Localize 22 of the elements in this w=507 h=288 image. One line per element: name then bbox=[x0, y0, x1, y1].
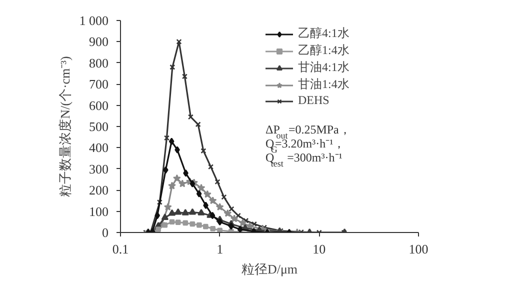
y-axis-title: 粒子数量浓度N/(个·cm⁻³) bbox=[57, 56, 72, 197]
legend-label: 甘油4:1水 bbox=[298, 59, 350, 76]
y-tick-label: 100 bbox=[89, 204, 108, 219]
y-tick-label: 500 bbox=[89, 119, 108, 134]
y-tick-label: 400 bbox=[89, 140, 108, 156]
y-tick-label: 700 bbox=[89, 76, 108, 92]
x-tick-label: 100 bbox=[408, 242, 428, 256]
y-tick-label: 0 bbox=[102, 225, 108, 240]
y-tick-label: 300 bbox=[89, 161, 108, 176]
y-tick-label: 1 000 bbox=[79, 13, 108, 28]
legend-label: DEHS bbox=[298, 93, 330, 108]
legend-label: 甘油1:4水 bbox=[298, 76, 350, 93]
y-tick-label: 600 bbox=[89, 98, 108, 113]
legend-label: 乙醇4:1水 bbox=[298, 25, 350, 42]
x-tick-label: 1 bbox=[216, 242, 224, 256]
x-tick-label: 0.1 bbox=[112, 242, 129, 256]
legend-label: 乙醇1:4水 bbox=[298, 42, 350, 59]
y-tick-label: 900 bbox=[89, 34, 108, 50]
x-axis-title: 粒径D/μm bbox=[241, 262, 298, 276]
x-tick-label: 10 bbox=[312, 242, 326, 256]
y-tick-label: 200 bbox=[89, 182, 108, 198]
y-tick-label: 800 bbox=[89, 55, 108, 70]
